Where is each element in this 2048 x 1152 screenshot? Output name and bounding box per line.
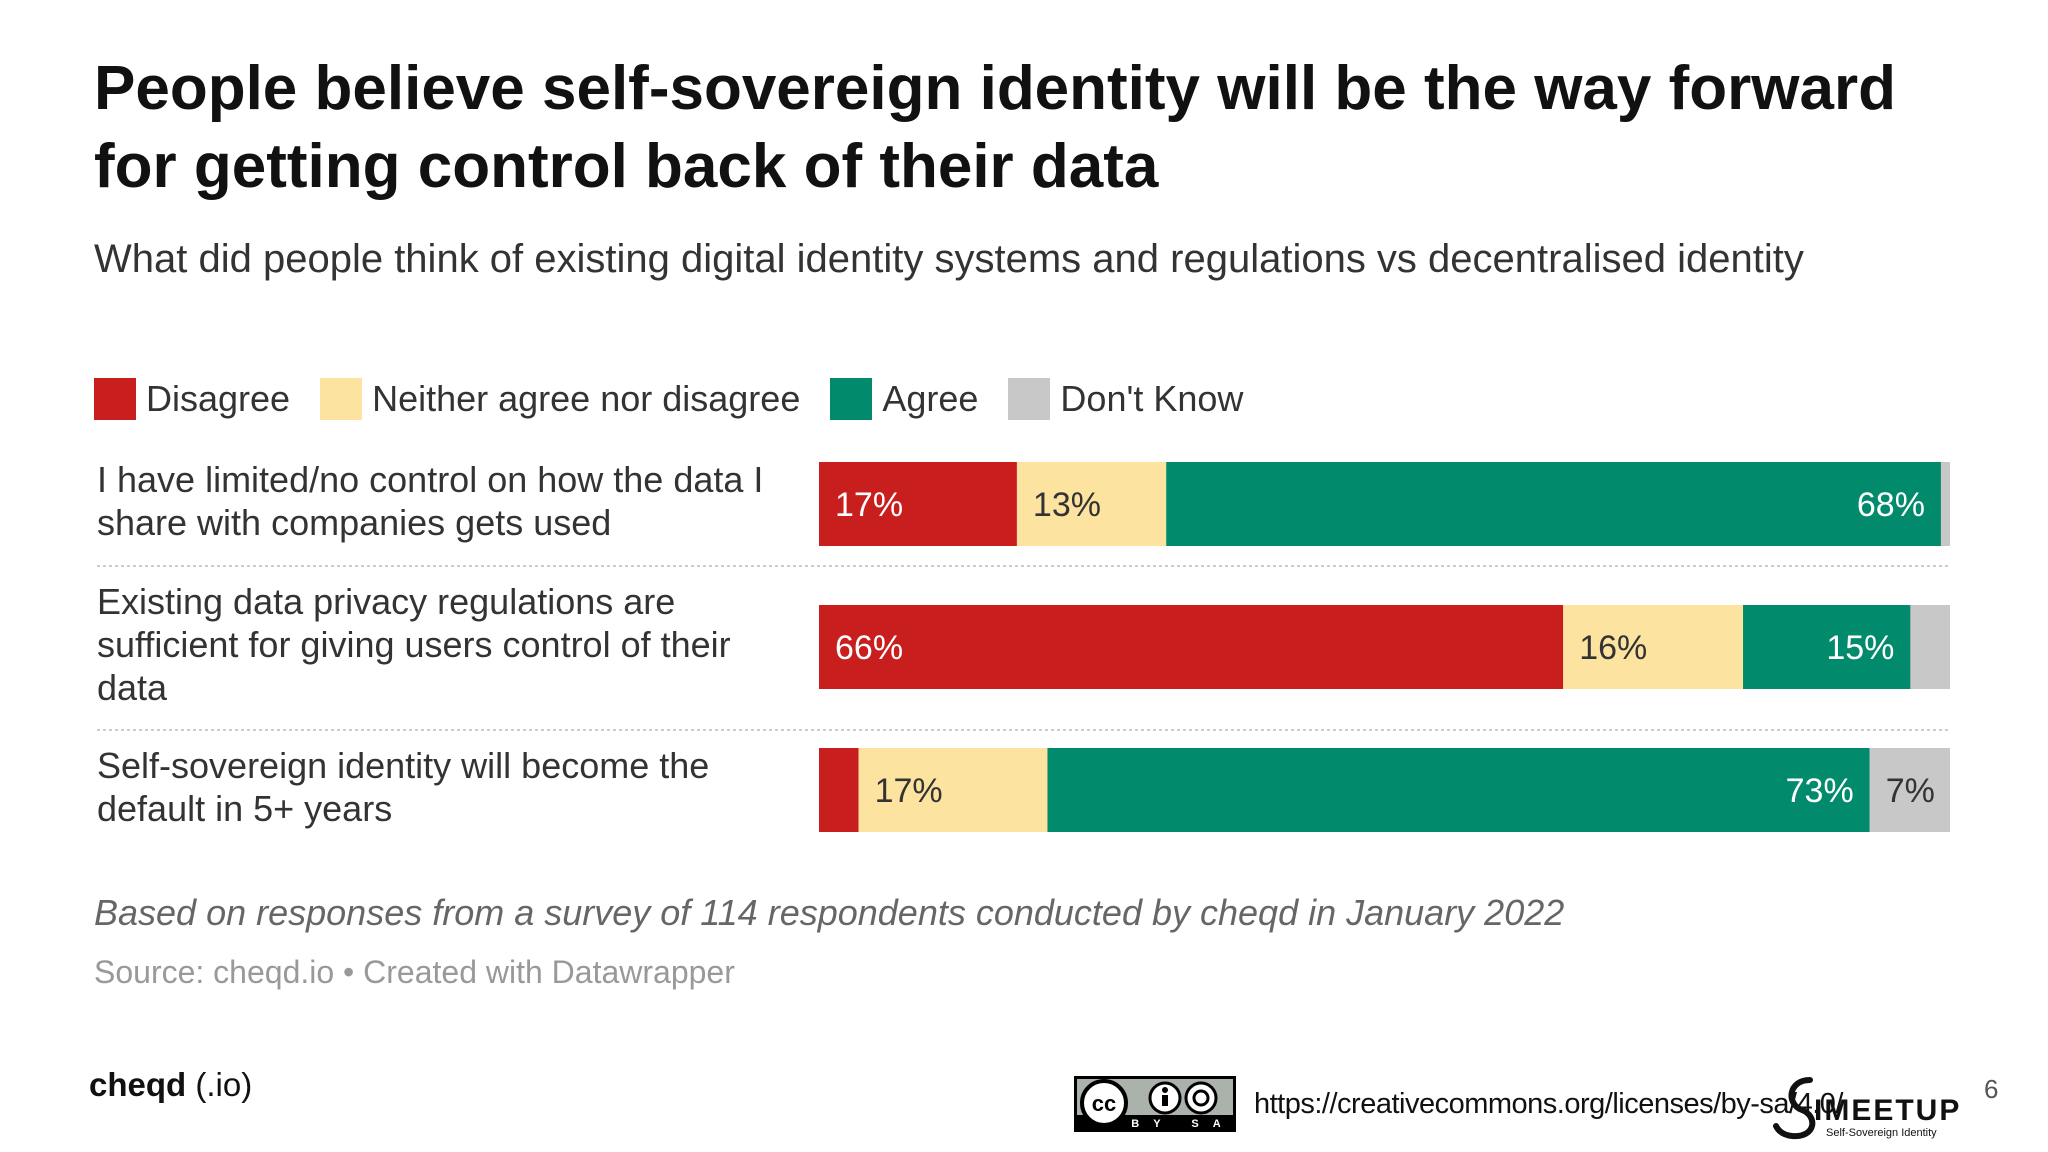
bar-ssi-default-dont-know: [1869, 748, 1950, 832]
chart-source: Source: cheqd.io • Created with Datawrap…: [94, 954, 735, 990]
legend-swatch-neither: [320, 378, 363, 420]
legend-label-disagree: Disagree: [146, 378, 291, 419]
legend-item-dont-know: Don't Know: [1008, 378, 1243, 420]
row-label-regulations: Existing data privacy regulations are su…: [97, 581, 731, 708]
legend-item-disagree: Disagree: [94, 378, 290, 420]
legend-label-neither: Neither agree nor disagree: [372, 378, 801, 419]
legend-label-dont-know: Don't Know: [1060, 378, 1244, 419]
meetup-logo-text: IMEETUP: [1814, 1094, 1961, 1127]
brand-name: cheqd: [89, 1066, 187, 1103]
ssi-meetup-logo: IMEETUP Self-Sovereign Identity: [1772, 1074, 1972, 1149]
legend-swatch-disagree: [94, 378, 136, 420]
bar-regulations-agree: [1743, 605, 1911, 689]
meetup-logo-subtext: Self-Sovereign Identity: [1826, 1127, 1937, 1139]
value-label-control-agree: 68%: [1857, 486, 1925, 524]
cc-license-badge: cc BY SA: [1074, 1076, 1236, 1132]
value-label-regulations-neither: 16%: [1579, 629, 1647, 667]
value-label-regulations-disagree: 66%: [835, 629, 903, 667]
bar-regulations-neither: [1563, 605, 1744, 689]
meetup-logo-graphic: IMEETUP Self-Sovereign Identity: [1773, 1077, 1961, 1140]
value-label-ssi-default-dont-know: 7%: [1886, 772, 1935, 810]
bar-regulations-disagree: [819, 605, 1564, 689]
cc-license-icon: cc BY SA: [1077, 1079, 1233, 1130]
page-number: 6: [1984, 1074, 1999, 1104]
bar-ssi-default-disagree: [819, 748, 859, 832]
value-label-ssi-default-agree: 73%: [1786, 772, 1854, 810]
row-label-ssi-default: Self-sovereign identity will become the …: [97, 745, 710, 829]
bar-control-dont-know: [1940, 462, 1950, 546]
value-label-regulations-agree: 15%: [1826, 629, 1894, 667]
row-label-control: I have limited/no control on how the dat…: [97, 459, 764, 543]
chart-note: Based on responses from a survey of 114 …: [94, 892, 1565, 933]
legend-item-neither: Neither agree nor disagree: [320, 378, 800, 420]
svg-text:cc: cc: [1092, 1091, 1116, 1116]
bar-control-neither: [1016, 462, 1167, 546]
legend-swatch-dont-know: [1008, 378, 1051, 420]
value-label-ssi-default-neither: 17%: [875, 772, 943, 810]
chart-legend: Disagree Neither agree nor disagree Agre…: [94, 376, 1273, 422]
bar-regulations-dont-know: [1910, 605, 1950, 689]
legend-swatch-agree: [830, 378, 873, 420]
legend-label-agree: Agree: [882, 378, 979, 419]
chart-subtitle: What did people think of existing digita…: [94, 237, 1804, 281]
bar-ssi-default-neither: [858, 748, 1048, 832]
chart-title: People believe self-sovereign identity w…: [94, 54, 1896, 201]
cheqd-brand: cheqd (.io): [89, 1066, 252, 1104]
cc-badge-text: BY SA: [1131, 1118, 1233, 1129]
legend-item-agree: Agree: [830, 378, 978, 420]
bar-control-disagree: [819, 462, 1017, 546]
value-label-control-disagree: 17%: [835, 486, 903, 524]
brand-suffix: (.io): [195, 1066, 253, 1103]
stacked-bar-chart: 17% 13% 68% 66% 16% 15% 17% 73% 7%: [97, 462, 1950, 832]
license-link[interactable]: https://creativecommons.org/licenses/by-…: [1254, 1088, 1843, 1120]
bar-ssi-default-agree: [1047, 748, 1870, 832]
bar-control-agree: [1166, 462, 1941, 546]
value-label-control-neither: 13%: [1033, 486, 1101, 524]
